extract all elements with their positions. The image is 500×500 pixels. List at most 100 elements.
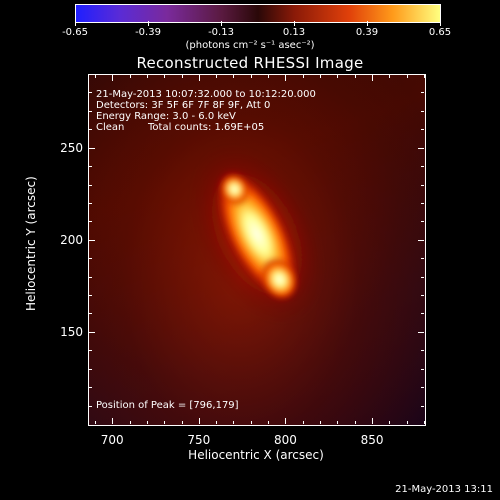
y-tick [418, 331, 424, 333]
y-tick-label: 250 [60, 140, 83, 155]
y-minor-tick [89, 368, 92, 370]
x-minor-tick [389, 421, 391, 424]
x-minor-tick [406, 421, 408, 424]
x-minor-tick [320, 421, 322, 424]
x-minor-tick [146, 75, 148, 78]
colorbar-tick-label: -0.65 [62, 27, 88, 38]
x-minor-tick [129, 75, 131, 78]
colorbar-tick [440, 21, 441, 26]
y-minor-tick [89, 258, 92, 260]
y-minor-tick [89, 295, 92, 297]
x-minor-tick [406, 75, 408, 78]
timestamp: 21-May-2013 13:11 [395, 484, 493, 495]
x-minor-tick [164, 75, 166, 78]
colorbar-tick-label: 0.39 [355, 27, 379, 38]
x-minor-tick [354, 75, 356, 78]
x-minor-tick [233, 421, 235, 424]
y-minor-tick [421, 74, 424, 75]
y-minor-tick [421, 387, 424, 389]
y-minor-tick [89, 166, 92, 168]
y-minor-tick [421, 295, 424, 297]
y-tick [89, 239, 95, 241]
x-minor-tick [268, 421, 270, 424]
colorbar-tick-label: 0.13 [282, 27, 306, 38]
colorbar-tick [148, 21, 149, 26]
colorbar-tick-label: -0.39 [135, 27, 161, 38]
x-tick [112, 418, 114, 424]
y-tick [89, 331, 95, 333]
x-tick [372, 418, 374, 424]
y-minor-tick [421, 92, 424, 94]
y-minor-tick [89, 184, 92, 186]
y-minor-tick [89, 276, 92, 278]
y-minor-tick [421, 405, 424, 407]
x-tick [112, 75, 114, 81]
clean-label: Clean [96, 122, 125, 133]
source-peak [260, 258, 299, 301]
y-minor-tick [89, 129, 92, 131]
y-minor-tick [421, 129, 424, 131]
y-minor-tick [89, 110, 92, 112]
y-tick [418, 147, 424, 149]
y-minor-tick [89, 387, 92, 389]
x-tick [285, 418, 287, 424]
y-minor-tick [421, 166, 424, 168]
x-minor-tick [233, 75, 235, 78]
time-range-text: 21-May-2013 10:07:32.000 to 10:12:20.000 [96, 89, 316, 100]
x-tick-label: 700 [100, 433, 124, 447]
flare-source [189, 144, 325, 324]
y-minor-tick [89, 92, 92, 94]
colorbar-tick-label: 0.65 [428, 27, 452, 38]
image-title: Reconstructed RHESSI Image [136, 54, 364, 72]
x-tick-label: 750 [187, 433, 211, 447]
y-tick [89, 147, 95, 149]
detectors-text: Detectors: 3F 5F 6F 7F 8F 9F, Att 0 [96, 100, 271, 111]
x-minor-tick [302, 421, 304, 424]
x-minor-tick [302, 75, 304, 78]
x-minor-tick [94, 421, 96, 424]
y-minor-tick [89, 313, 92, 315]
y-minor-tick [421, 110, 424, 112]
x-tick [285, 75, 287, 81]
y-tick-label: 150 [60, 324, 83, 339]
x-minor-tick [337, 75, 339, 78]
x-minor-tick [424, 421, 425, 424]
x-minor-tick [337, 421, 339, 424]
x-axis-label: Heliocentric X (arcsec) [188, 448, 324, 462]
x-minor-tick [268, 75, 270, 78]
x-minor-tick [216, 75, 218, 78]
y-minor-tick [421, 313, 424, 315]
x-minor-tick [94, 75, 96, 78]
y-minor-tick [421, 258, 424, 260]
x-minor-tick [354, 421, 356, 424]
x-minor-tick [320, 75, 322, 78]
x-minor-tick [181, 75, 183, 78]
y-minor-tick [89, 350, 92, 352]
colorbar-tick [294, 21, 295, 26]
colorbar-tick [221, 21, 222, 26]
y-axis-label: Heliocentric Y (arcsec) [24, 176, 38, 311]
colorbar-unit-label: (photons cm⁻² s⁻¹ asec⁻²) [185, 40, 315, 51]
y-minor-tick [89, 221, 92, 223]
y-minor-tick [89, 405, 92, 407]
y-minor-tick [421, 184, 424, 186]
colorbar-tick-label: -0.13 [208, 27, 234, 38]
x-tick-label: 800 [273, 433, 297, 447]
source-upper-end [220, 173, 249, 205]
x-tick [198, 75, 200, 81]
x-tick-label: 850 [360, 433, 384, 447]
x-minor-tick [389, 75, 391, 78]
y-minor-tick [421, 202, 424, 204]
x-minor-tick [129, 421, 131, 424]
y-minor-tick [89, 202, 92, 204]
x-tick [198, 418, 200, 424]
rhessi-image: 21-May-2013 10:07:32.000 to 10:12:20.000… [88, 74, 426, 426]
energy-range-text: Energy Range: 3.0 - 6.0 keV [96, 111, 236, 122]
y-minor-tick [89, 74, 92, 75]
colorbar-tick [75, 21, 76, 26]
x-minor-tick [250, 421, 252, 424]
y-minor-tick [421, 221, 424, 223]
y-tick [418, 239, 424, 241]
x-tick [372, 75, 374, 81]
y-minor-tick [421, 368, 424, 370]
